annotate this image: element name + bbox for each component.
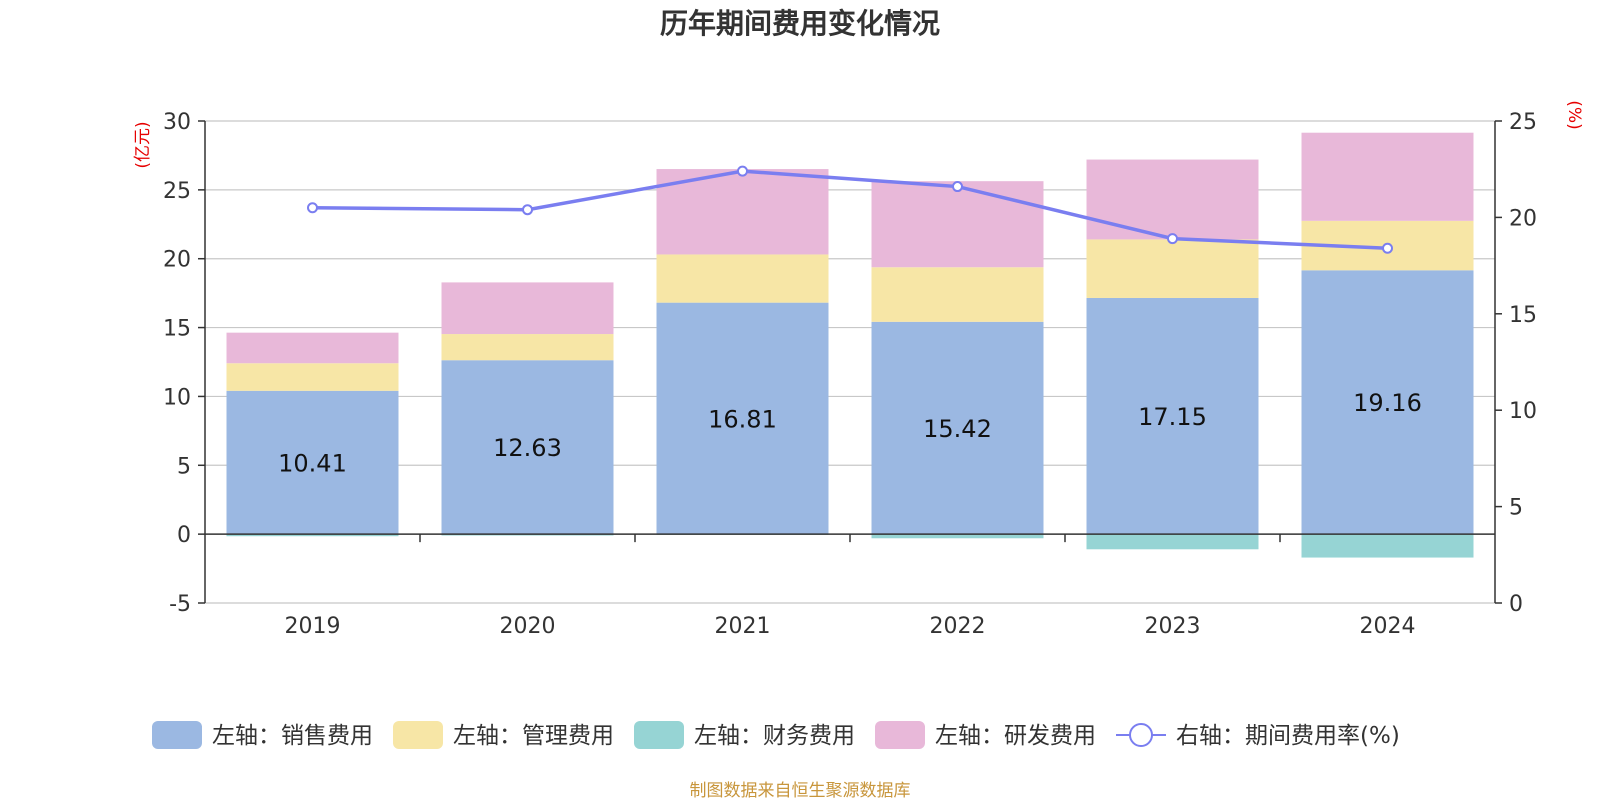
legend-label: 左轴：管理费用 <box>453 723 614 749</box>
right-axis-tick-label: 0 <box>1509 592 1523 617</box>
right-axis-tick-label: 20 <box>1509 206 1537 231</box>
bar-segment <box>1301 534 1474 558</box>
x-axis-tick-label: 2022 <box>930 614 986 639</box>
bar-segment <box>871 321 1044 535</box>
legend-swatch <box>393 721 443 749</box>
bar-segment <box>656 302 829 535</box>
x-axis-tick-label: 2023 <box>1145 614 1201 639</box>
legend-label: 左轴：财务费用 <box>694 723 855 749</box>
bar-segment <box>871 534 1044 539</box>
bar-segment <box>1086 534 1259 550</box>
legend-label: 左轴：销售费用 <box>212 723 373 749</box>
bar-segment <box>871 181 1044 268</box>
left-axis-tick-label: 20 <box>163 248 191 273</box>
bar-segment <box>226 534 399 537</box>
legend-line-marker <box>1129 723 1153 747</box>
bar-segment <box>441 360 614 535</box>
axes: -5 0 5 10 15 20 25 30 0 5 10 15 20 25 2019 2020 2021 2022… <box>163 110 1537 639</box>
bar-segment <box>441 334 614 361</box>
bar-segment <box>871 267 1044 322</box>
x-axis-tick-label: 2020 <box>500 614 556 639</box>
left-axis-tick-label: 30 <box>163 110 191 135</box>
rate-line-point <box>307 202 318 214</box>
left-axis-tick-label: 0 <box>177 523 191 548</box>
x-axis-tick-label: 2019 <box>285 614 341 639</box>
source-note: 制图数据来自恒生聚源数据库 <box>690 781 911 800</box>
bar-segment <box>226 390 399 535</box>
bar-data-label: 16.81 <box>708 405 777 433</box>
left-axis-tick-label: 10 <box>163 385 191 410</box>
bar-segment <box>226 332 399 364</box>
legend-swatch <box>634 721 684 749</box>
right-axis-tick-label: 5 <box>1509 496 1523 521</box>
left-axis-tick-label: -5 <box>169 592 191 617</box>
rate-line-point <box>1167 233 1178 245</box>
grid <box>205 120 1495 604</box>
right-axis-unit: (%) <box>1564 100 1584 129</box>
x-axis-tick-label: 2024 <box>1360 614 1416 639</box>
legend-label: 右轴：期间费用率(%) <box>1176 723 1400 749</box>
bar-group <box>226 132 1474 558</box>
rate-line-point <box>952 181 963 193</box>
left-axis-tick-label: 5 <box>177 454 191 479</box>
data-labels: 10.41 12.63 16.81 15.42 17.15 19.16 <box>278 389 1422 477</box>
bar-segment <box>656 169 829 255</box>
bar-segment <box>656 254 829 303</box>
left-axis-tick-label: 25 <box>163 179 191 204</box>
bar-segment <box>1086 239 1259 298</box>
bar-data-label: 17.15 <box>1138 403 1207 431</box>
legend-label: 左轴：研发费用 <box>935 723 1096 749</box>
bar-data-label: 12.63 <box>493 434 562 462</box>
bar-data-label: 19.16 <box>1353 389 1422 417</box>
bar-segment <box>441 282 614 335</box>
rate-line-point <box>522 204 533 216</box>
rate-line-path <box>312 169 1388 250</box>
right-axis-tick-label: 10 <box>1509 399 1537 424</box>
chart-title: 历年期间费用变化情况 <box>660 7 940 40</box>
rate-line <box>307 165 1393 254</box>
right-axis-tick-label: 25 <box>1509 110 1537 135</box>
rate-line-point <box>737 165 748 177</box>
legend-swatch <box>152 721 202 749</box>
bar-segment <box>1301 270 1474 535</box>
bar-segment <box>1086 159 1259 240</box>
bar-data-label: 15.42 <box>923 415 992 443</box>
x-axis-tick-label: 2021 <box>715 614 771 639</box>
left-axis-unit: (亿元) <box>133 121 153 168</box>
rate-line-point <box>1382 242 1393 254</box>
right-axis-tick-label: 15 <box>1509 303 1537 328</box>
legend-swatch <box>875 721 925 749</box>
bar-segment <box>1086 297 1259 535</box>
bar-data-label: 10.41 <box>278 449 347 477</box>
bar-segment <box>1301 132 1474 221</box>
legend: 左轴：销售费用 左轴：管理费用 左轴：财务费用 左轴：研发费用 右轴：期间费用率(%) <box>152 721 1400 749</box>
bar-segment <box>226 363 399 391</box>
left-axis-tick-label: 15 <box>163 317 191 342</box>
